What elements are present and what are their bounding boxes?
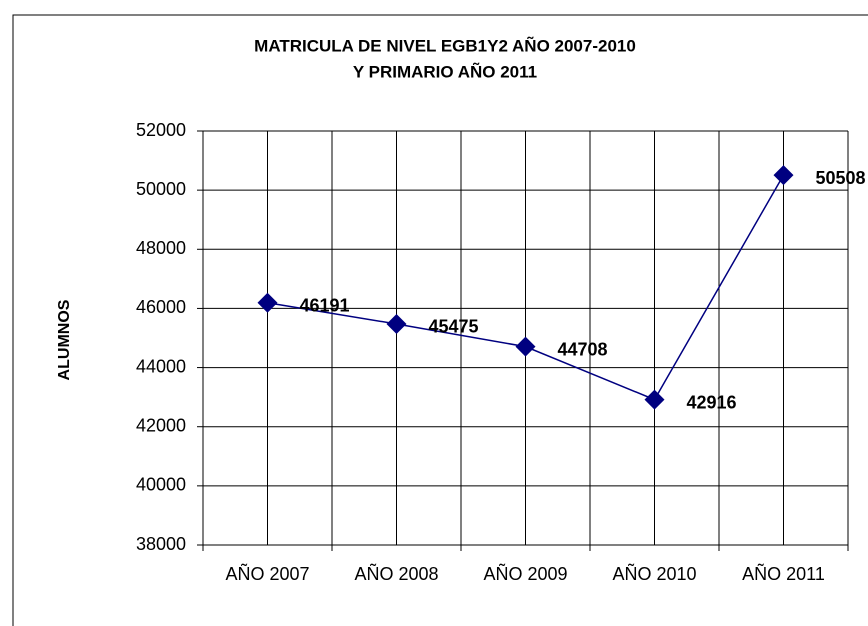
y-tick-label: 52000 (136, 120, 186, 140)
y-tick-label: 42000 (136, 415, 186, 435)
data-label: 50508 (816, 168, 866, 188)
data-label: 44708 (558, 339, 608, 359)
chart-title: MATRICULA DE NIVEL EGB1Y2 AÑO 2007-2010 (254, 35, 636, 55)
y-tick-label: 48000 (136, 238, 186, 258)
data-label: 42916 (687, 392, 737, 412)
y-tick-label: 46000 (136, 297, 186, 317)
data-label: 46191 (300, 296, 350, 316)
x-tick-label: AÑO 2010 (612, 563, 696, 584)
data-point (386, 313, 407, 334)
data-point (257, 292, 278, 313)
chart-title: Y PRIMARIO AÑO 2011 (353, 61, 537, 81)
data-label: 45475 (429, 317, 479, 337)
data-point (773, 165, 794, 186)
x-tick-label: AÑO 2009 (483, 563, 567, 584)
y-tick-label: 44000 (136, 356, 186, 376)
x-tick-label: AÑO 2007 (225, 563, 309, 584)
data-point (515, 336, 536, 357)
x-tick-label: AÑO 2011 (742, 563, 825, 584)
y-tick-label: 40000 (136, 475, 186, 495)
y-tick-label: 50000 (136, 179, 186, 199)
data-point (644, 389, 665, 410)
chart-border (12, 14, 868, 626)
y-tick-label: 38000 (136, 534, 186, 554)
y-axis-label: ALUMNOS (56, 299, 73, 380)
x-tick-label: AÑO 2008 (354, 563, 438, 584)
